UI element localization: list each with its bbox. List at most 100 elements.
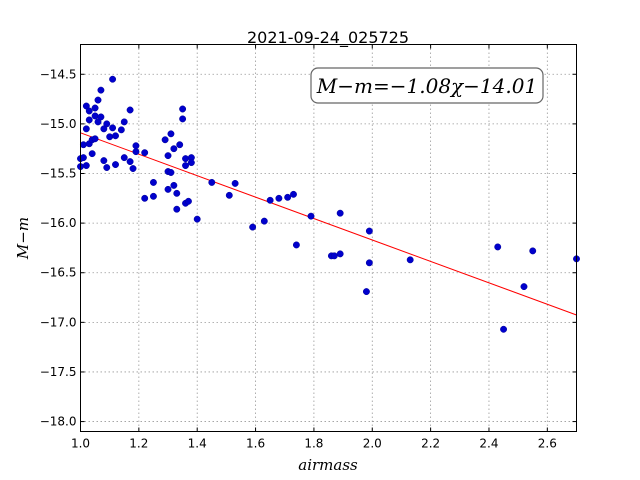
- data-point: [494, 243, 502, 251]
- data-point: [85, 116, 93, 124]
- data-point: [94, 96, 102, 104]
- y-axis-label: M−m: [14, 217, 32, 260]
- data-point: [336, 250, 344, 258]
- fit-line: [80, 132, 577, 316]
- data-point: [193, 215, 201, 223]
- y-tick-label: −18.0: [40, 415, 77, 429]
- y-tick-label: −16.0: [40, 216, 77, 230]
- data-point: [82, 125, 90, 133]
- x-tick-label: 1.6: [246, 437, 265, 451]
- x-tick-label: 1.8: [304, 437, 323, 451]
- data-point: [176, 141, 184, 149]
- data-point: [164, 185, 172, 193]
- data-point: [336, 209, 344, 217]
- data-point: [284, 193, 292, 201]
- data-point: [149, 178, 157, 186]
- y-tick-label: −17.0: [40, 315, 77, 329]
- data-point: [120, 154, 128, 162]
- data-point: [208, 178, 216, 186]
- data-point: [167, 169, 175, 176]
- data-point: [187, 159, 195, 167]
- data-points: [77, 75, 580, 333]
- data-point: [231, 179, 239, 187]
- data-point: [500, 325, 508, 333]
- x-tick-label: 2.0: [363, 437, 382, 451]
- y-tick-label: −15.5: [40, 167, 77, 181]
- data-point: [109, 124, 117, 132]
- data-point: [173, 189, 181, 197]
- data-point: [225, 191, 233, 199]
- data-point: [141, 194, 149, 202]
- axis-ticks: [80, 44, 577, 432]
- data-point: [132, 148, 140, 156]
- data-point: [88, 150, 96, 158]
- data-point: [79, 154, 87, 162]
- data-point: [179, 105, 187, 113]
- data-point: [126, 106, 134, 114]
- data-point: [170, 145, 178, 153]
- data-point: [112, 161, 119, 169]
- data-point: [167, 130, 175, 138]
- data-point: [129, 165, 137, 172]
- data-point: [79, 141, 87, 149]
- plot-frame: [80, 44, 577, 432]
- x-tick-label: 1.2: [129, 437, 148, 451]
- data-point: [91, 112, 99, 120]
- x-tick-label: 2.4: [479, 437, 498, 451]
- x-tick-label: 2.2: [421, 437, 440, 451]
- data-point: [173, 205, 181, 213]
- y-tick-label: −17.5: [40, 365, 77, 379]
- x-axis-label: airmass: [298, 456, 358, 474]
- data-point: [112, 132, 119, 140]
- data-point: [161, 136, 169, 144]
- data-point: [182, 162, 189, 170]
- data-point: [406, 256, 414, 264]
- data-point: [85, 107, 93, 115]
- x-tick-label: 2.6: [538, 437, 557, 451]
- data-point: [106, 133, 114, 141]
- data-point: [132, 142, 140, 150]
- data-point: [117, 126, 125, 134]
- data-point: [126, 158, 134, 166]
- data-point: [82, 162, 90, 170]
- y-tick-label: −14.5: [40, 67, 77, 81]
- data-point: [103, 120, 111, 128]
- data-point: [307, 212, 315, 220]
- data-point: [529, 247, 537, 255]
- data-point: [365, 259, 373, 267]
- data-point: [260, 217, 268, 225]
- data-point: [149, 192, 157, 200]
- data-point: [185, 197, 192, 205]
- x-tick-labels: 1.0 1.2 1.4 1.6 1.8 2.0 2.2 2.4 2.6: [71, 437, 557, 451]
- data-point: [103, 164, 111, 171]
- data-point: [292, 241, 300, 249]
- data-point: [97, 113, 105, 121]
- data-point: [266, 196, 274, 204]
- data-point: [97, 86, 105, 94]
- data-point: [141, 149, 149, 157]
- chart-title: 2021-09-24_025725: [247, 28, 409, 48]
- data-point: [182, 155, 189, 163]
- y-tick-label: −16.5: [40, 266, 77, 280]
- y-tick-label: −15.0: [40, 117, 77, 131]
- data-point: [120, 118, 128, 126]
- x-tick-label: 1.4: [188, 437, 207, 451]
- y-tick-labels: −14.5 −15.0 −15.5 −16.0 −16.5 −17.0 −17.5 −18.0: [40, 67, 77, 428]
- data-point: [365, 227, 373, 235]
- data-point: [330, 252, 338, 260]
- data-point: [520, 283, 528, 291]
- annotation-frame: [310, 67, 544, 104]
- annotation-box: M−m=−1.08χ−14.01: [310, 67, 544, 104]
- data-point: [249, 223, 257, 231]
- data-point: [275, 194, 283, 202]
- data-point: [91, 135, 99, 143]
- data-point: [179, 115, 187, 123]
- fit-equation-label: M−m=−1.08χ−14.01: [316, 74, 537, 98]
- data-point: [170, 181, 178, 189]
- data-point: [100, 157, 108, 165]
- data-point: [290, 190, 297, 198]
- data-point: [91, 104, 99, 112]
- x-tick-label: 1.0: [71, 437, 90, 451]
- data-point: [109, 75, 117, 83]
